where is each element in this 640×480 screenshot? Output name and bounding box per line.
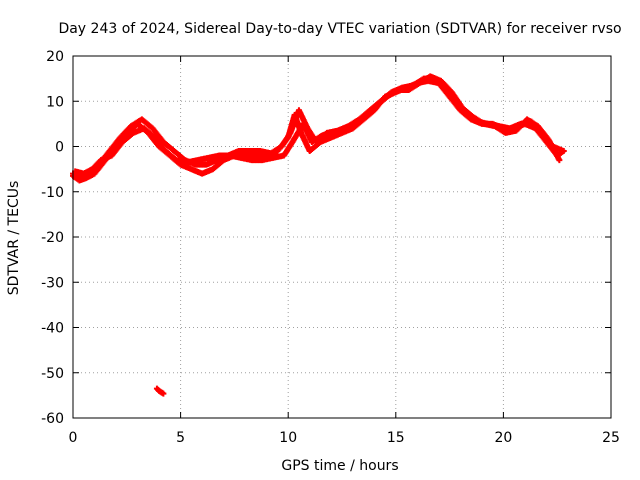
y-tick-label: -40 [41,321,64,337]
x-tick-label: 25 [602,430,620,446]
y-tick-label: -60 [41,411,64,427]
y-tick-label: 10 [46,94,64,110]
x-tick-label: 10 [279,430,297,446]
x-tick-labels: 0 5 10 15 20 25 [69,430,620,446]
data-point [160,390,167,397]
y-tick-label: -10 [41,185,64,201]
data-points [70,73,567,397]
y-tick-label: -30 [41,275,64,291]
y-tick-label: -50 [41,366,64,382]
y-tick-label: 20 [46,49,64,65]
y-tick-label: 0 [55,140,64,156]
x-tick-label: 5 [176,430,185,446]
y-tick-labels: -60 -50 -40 -30 -20 -10 0 10 20 [41,49,64,427]
data-point [556,157,563,164]
axis-ticks [72,55,612,419]
y-axis-label: SDTVAR / TECUs [6,181,22,296]
x-tick-label: 0 [69,430,78,446]
y-tick-label: -20 [41,230,64,246]
x-tick-label: 20 [494,430,512,446]
x-tick-label: 15 [387,430,405,446]
chart-title: Day 243 of 2024, Sidereal Day-to-day VTE… [58,21,621,37]
grid [73,56,611,418]
data-point [560,148,567,155]
x-axis-label: GPS time / hours [281,458,398,474]
